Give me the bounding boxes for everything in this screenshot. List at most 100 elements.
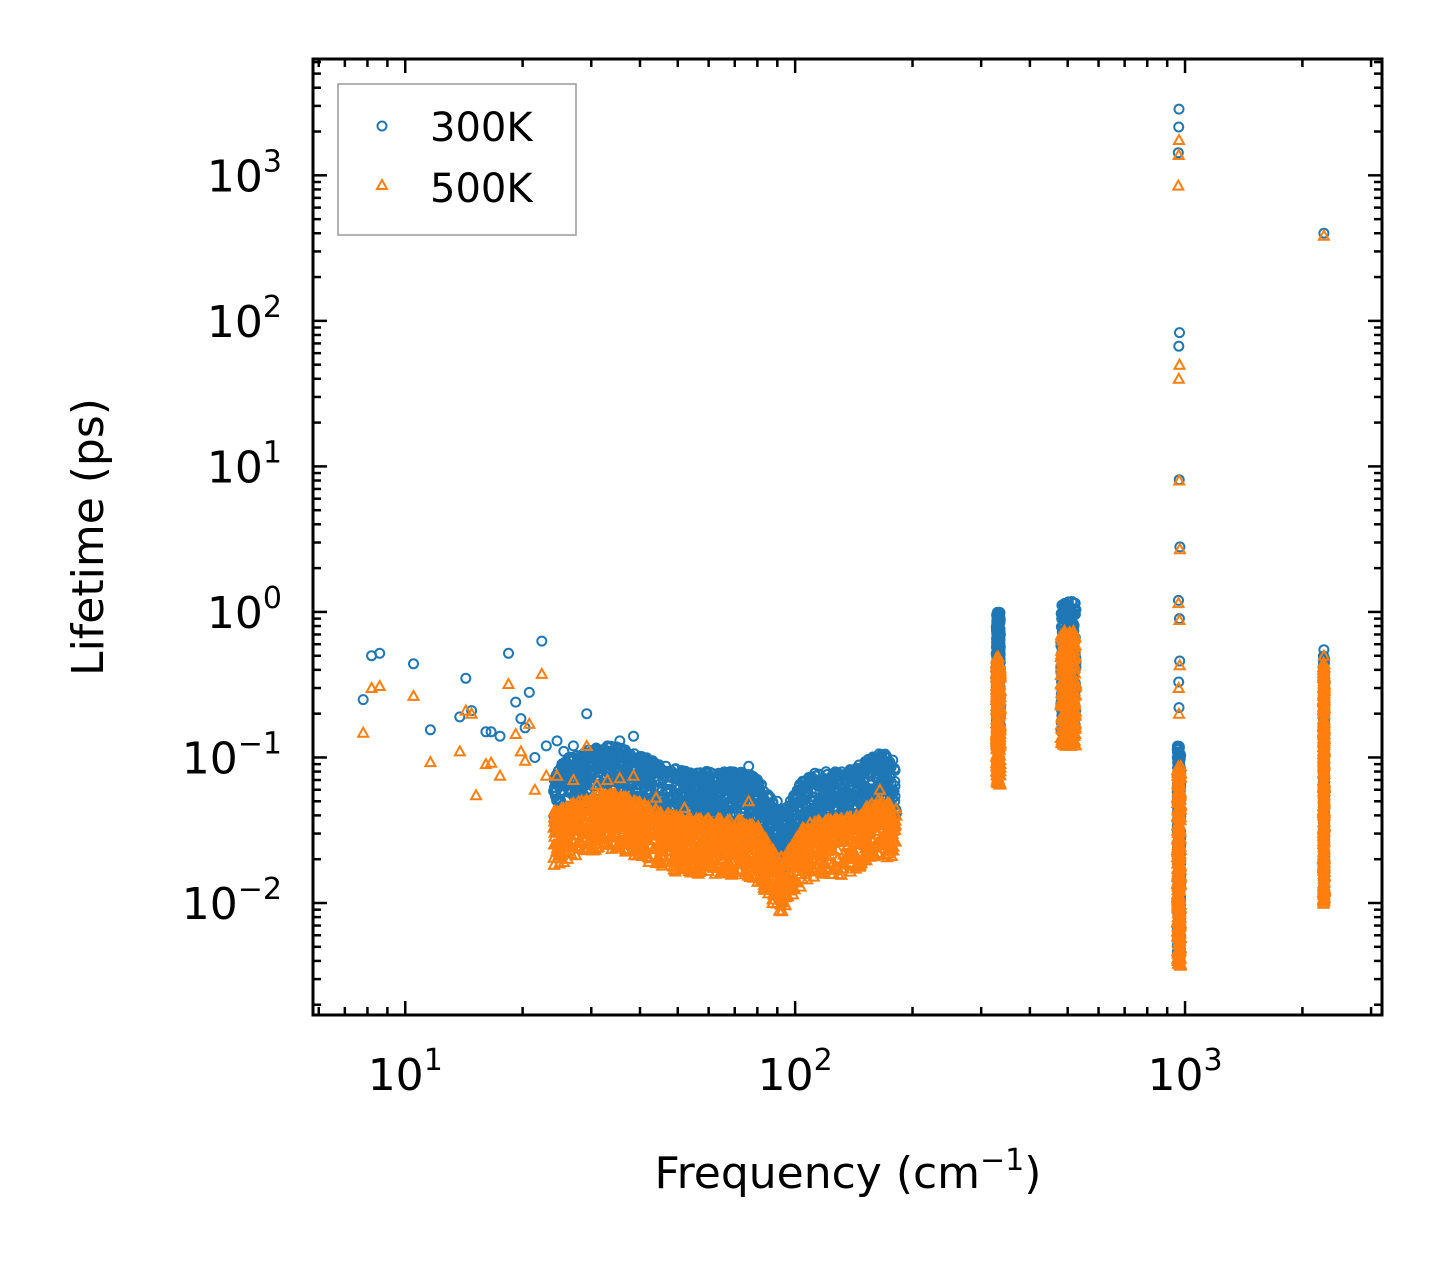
band-point-500k-0-1208 bbox=[881, 846, 895, 859]
band-point-300k-0-1507 bbox=[684, 780, 696, 792]
band-point-500k-0-1581 bbox=[547, 857, 561, 870]
band-point-500k-0-1675 bbox=[675, 837, 689, 850]
band-point-500k-0-1269 bbox=[554, 826, 569, 839]
band-point-500k-0-1680 bbox=[782, 844, 796, 857]
band-point-500k-0-871 bbox=[642, 851, 657, 864]
band-point-300k-0-1628 bbox=[639, 775, 651, 787]
point-500k-25 bbox=[613, 771, 627, 784]
band-point-500k-0-1402 bbox=[854, 856, 869, 869]
band-point-500k-0-1463 bbox=[637, 798, 652, 811]
point-500k-17 bbox=[535, 666, 549, 679]
band-point-500k-0-1458 bbox=[828, 858, 842, 871]
band-point-500k-0-1070 bbox=[605, 841, 619, 854]
band-point-500k-0-1662 bbox=[780, 871, 794, 884]
band-point-500k-0-1589 bbox=[633, 826, 647, 839]
point-300k-16 bbox=[536, 635, 548, 647]
band-point-300k-0-1522 bbox=[557, 761, 569, 772]
band-point-500k-0-1674 bbox=[661, 837, 676, 850]
band-point-500k-0-1433 bbox=[731, 814, 745, 827]
band-point-500k-0-1543 bbox=[799, 838, 813, 851]
band-point-300k-0-1685 bbox=[703, 786, 715, 798]
band-point-500k-0-1606 bbox=[550, 844, 564, 857]
band-point-500k-0-1684 bbox=[734, 856, 748, 869]
band-point-500k-0-1408 bbox=[587, 791, 601, 804]
band-point-500k-0-1639 bbox=[618, 793, 632, 806]
band-point-500k-0-1509 bbox=[831, 831, 845, 844]
band-point-300k-0-1575 bbox=[794, 813, 806, 825]
band-point-500k-0-1424 bbox=[590, 840, 604, 853]
band-point-500k-0-1619 bbox=[797, 822, 811, 835]
band-point-500k-0-1369 bbox=[706, 860, 721, 873]
band-point-500k-0-1630 bbox=[655, 858, 669, 871]
band-point-500k-0-1676 bbox=[605, 808, 619, 821]
band-point-500k-0-1692 bbox=[712, 814, 726, 827]
band-point-500k-0-1695 bbox=[798, 844, 812, 857]
band-point-500k-0-1618 bbox=[590, 812, 605, 825]
point-500k-19 bbox=[539, 768, 553, 781]
band-point-500k-0-1512 bbox=[875, 796, 890, 809]
band-point-500k-0-1390 bbox=[679, 820, 694, 833]
band-point-300k-0-1570 bbox=[853, 782, 865, 794]
band-point-500k-0-952 bbox=[830, 851, 845, 864]
point-300k-11 bbox=[503, 647, 514, 659]
band-point-500k-0-652 bbox=[870, 827, 884, 840]
band-point-500k-0-1394 bbox=[554, 851, 569, 864]
band-point-500k-0-1560 bbox=[869, 810, 884, 823]
point-300k-22 bbox=[581, 708, 593, 720]
band-point-500k-0-1530 bbox=[685, 848, 700, 861]
point-500k-46 bbox=[1172, 680, 1186, 693]
band-point-500k-0-1538 bbox=[713, 843, 727, 856]
band-point-500k-0-1689 bbox=[826, 823, 840, 836]
band-point-500k-0-1257 bbox=[612, 819, 626, 832]
point-500k-13 bbox=[509, 726, 523, 739]
point-300k-2 bbox=[374, 647, 386, 659]
band-point-300k-0-1657 bbox=[647, 758, 659, 770]
band-point-500k-0-1683 bbox=[756, 873, 770, 886]
band-point-300k-0-1606 bbox=[774, 819, 785, 831]
band-point-500k-0-1631 bbox=[700, 811, 715, 824]
point-300k-50 bbox=[1174, 327, 1185, 339]
band-point-300k-0-1601 bbox=[784, 795, 796, 807]
band-point-500k-0-1668 bbox=[620, 810, 634, 823]
band-point-500k-0-1241 bbox=[564, 823, 578, 836]
band-point-300k-0-1595 bbox=[654, 783, 666, 795]
band-point-300k-0-1647 bbox=[781, 826, 793, 838]
band-point-500k-0-1633 bbox=[609, 794, 623, 807]
band-point-500k-0-1307 bbox=[679, 831, 693, 844]
band-point-500k-0-1670 bbox=[761, 886, 776, 899]
band-point-500k-0-1629 bbox=[717, 859, 731, 872]
band-point-500k-0-1380 bbox=[711, 858, 726, 871]
band-point-500k-0-1392 bbox=[588, 828, 602, 841]
band-point-500k-0-1561 bbox=[707, 846, 721, 859]
band-point-300k-0-1629 bbox=[693, 773, 704, 785]
band-point-500k-0-1635 bbox=[671, 843, 685, 856]
band-point-300k-0-1457 bbox=[579, 759, 591, 771]
point-300k-54 bbox=[1173, 594, 1184, 606]
band-point-500k-0-1448 bbox=[811, 853, 825, 866]
band-point-500k-0-1693 bbox=[776, 858, 790, 871]
band-point-300k-0-1581 bbox=[630, 756, 642, 768]
point-300k-47 bbox=[1173, 103, 1185, 115]
band-point-500k-0-1591 bbox=[579, 807, 594, 820]
point-500k-2 bbox=[373, 678, 387, 691]
band-point-500k-0-1671 bbox=[721, 840, 735, 853]
point-500k-44 bbox=[1172, 612, 1187, 625]
band-point-300k-0-1533 bbox=[843, 801, 855, 813]
band-point-500k-0-1468 bbox=[821, 860, 835, 873]
band-point-500k-0-1520 bbox=[571, 814, 585, 827]
band-point-500k-0-1312 bbox=[649, 856, 663, 869]
band-point-500k-0-1167 bbox=[834, 867, 849, 880]
point-500k-24 bbox=[600, 772, 615, 785]
band-point-500k-0-1696 bbox=[690, 861, 704, 874]
band-point-500k-0-1687 bbox=[566, 798, 581, 811]
point-500k-40 bbox=[1172, 371, 1186, 384]
point-300k-4 bbox=[424, 724, 436, 736]
band-point-500k-0-1688 bbox=[752, 836, 767, 849]
band-point-500k-0-1357 bbox=[789, 834, 803, 847]
band-point-300k-0-1588 bbox=[873, 769, 885, 780]
band-point-300k-0-1497 bbox=[700, 802, 712, 814]
band-point-300k-0-1493 bbox=[871, 774, 883, 785]
point-500k-48 bbox=[1317, 228, 1331, 241]
band-point-500k-0-1493 bbox=[572, 803, 587, 816]
